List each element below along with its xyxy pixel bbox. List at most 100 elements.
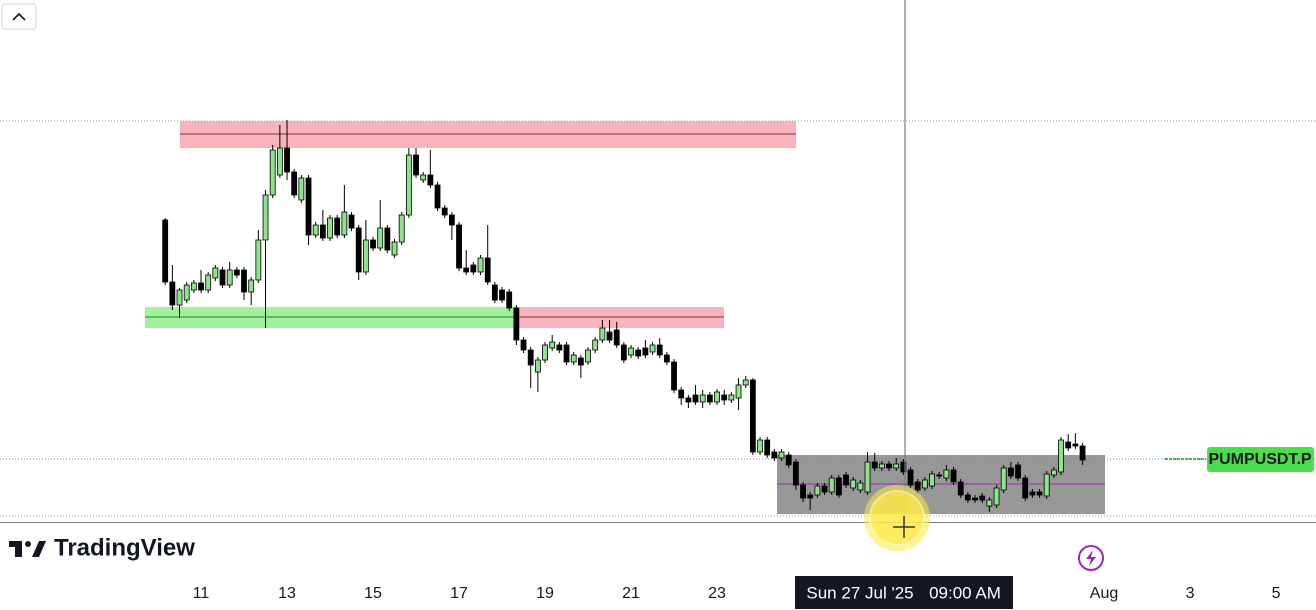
alert-bolt <box>1086 550 1096 566</box>
candle-body <box>950 469 957 483</box>
candle-body <box>291 171 298 196</box>
candle-body <box>556 344 563 351</box>
candle-body <box>183 284 190 301</box>
candle-body <box>255 239 262 281</box>
candle-body <box>542 344 548 361</box>
candle-body <box>549 341 556 349</box>
candle-body <box>477 257 484 273</box>
candle-body <box>577 357 584 366</box>
candle-body <box>613 329 620 346</box>
candle-body <box>628 347 634 356</box>
candle-body <box>305 177 312 236</box>
candle-body <box>943 469 950 479</box>
candle-body <box>405 154 412 216</box>
candle-body <box>1029 491 1036 496</box>
candle-body <box>527 349 534 366</box>
x-tick-label: 5 <box>1272 585 1281 602</box>
candles <box>162 120 1086 512</box>
candle-body <box>893 463 900 469</box>
candle-body <box>463 267 470 273</box>
candle-body <box>728 394 735 401</box>
cursor-highlight-inner <box>869 490 925 546</box>
candle-body <box>169 281 176 306</box>
candle-body <box>957 481 964 496</box>
candle-body <box>198 282 204 291</box>
candle-body <box>484 257 491 283</box>
candle-body <box>599 327 606 341</box>
candle-body <box>434 184 441 209</box>
candle-body <box>714 391 720 403</box>
candle-body <box>864 461 871 493</box>
candle-body <box>456 224 462 269</box>
candle-body <box>384 227 391 251</box>
x-tick-label: 17 <box>450 585 468 602</box>
x-tick-label: 11 <box>193 585 210 602</box>
candle-body <box>298 177 305 201</box>
candle-body <box>190 282 197 291</box>
candle-body <box>499 289 505 301</box>
candle-body <box>491 284 498 301</box>
candle-body <box>986 499 993 507</box>
candle-body <box>764 439 771 456</box>
candle-body <box>721 394 728 401</box>
candle-body <box>226 269 233 286</box>
candle-body <box>742 379 749 386</box>
candle-body <box>377 227 384 249</box>
candle-body <box>685 397 692 403</box>
candle-body <box>205 274 212 291</box>
symbol-label-box <box>1207 447 1314 472</box>
candle-body <box>534 359 541 373</box>
symbol-label: PUMPUSDT.P <box>1208 451 1311 468</box>
candle-body <box>513 307 520 341</box>
candle-body <box>585 349 591 363</box>
brand-name: TradingView <box>54 534 195 561</box>
candle-body <box>413 154 419 176</box>
collapse-button[interactable] <box>1 3 37 30</box>
candle-body <box>355 227 362 273</box>
candle-body <box>420 174 427 181</box>
x-tick-label: 15 <box>364 585 382 602</box>
candle-body <box>319 224 326 239</box>
candle-body <box>656 344 663 356</box>
candle-body <box>176 289 183 306</box>
candle-body <box>635 349 642 357</box>
candle-body <box>262 194 269 241</box>
candle-body <box>878 463 885 469</box>
candle-body <box>785 454 792 466</box>
candle-body <box>219 269 226 286</box>
candle-body <box>362 239 369 273</box>
crosshair-date: Sun 27 Jul '25 <box>806 583 913 602</box>
candle-body <box>269 149 276 196</box>
candle-body <box>241 269 247 293</box>
candle-body <box>671 361 677 391</box>
candle-body <box>735 384 742 399</box>
candle-body <box>821 485 828 493</box>
candle-body <box>1072 443 1079 447</box>
candle-body <box>427 174 434 186</box>
x-tick-label: 13 <box>278 585 296 602</box>
candle-body <box>900 461 907 473</box>
candle-body <box>1058 439 1064 473</box>
candle-body <box>993 487 1000 506</box>
candle-body <box>800 484 806 499</box>
x-tick-label: Aug <box>1090 585 1118 602</box>
x-tick-label: 21 <box>622 585 640 602</box>
logo-part <box>32 541 46 557</box>
candle-body <box>563 344 570 363</box>
candle-body <box>506 291 513 309</box>
candle-body <box>907 469 914 486</box>
candle-body <box>1007 467 1014 477</box>
candle-body <box>276 147 283 176</box>
candle-body <box>857 482 864 491</box>
candle-body <box>398 214 405 243</box>
candle-body <box>850 479 857 489</box>
candle-body <box>835 477 842 496</box>
candle-body <box>692 394 699 403</box>
candle-body <box>348 214 355 229</box>
candle-body <box>843 474 849 486</box>
candle-body <box>327 217 333 239</box>
candle-body <box>284 147 290 173</box>
candle-body <box>334 217 341 236</box>
alert-icon[interactable] <box>1078 545 1104 571</box>
